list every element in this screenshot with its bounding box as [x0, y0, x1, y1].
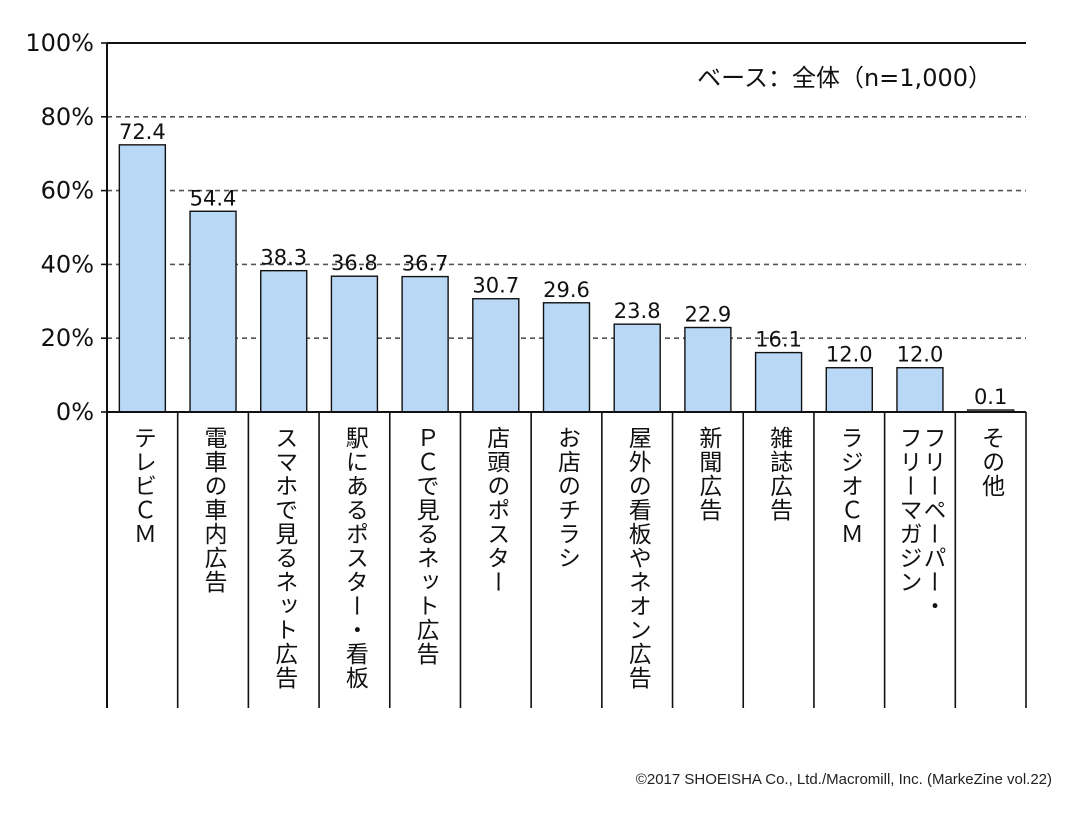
value-labels: 72.4 54.4 38.3 36.8 36.7 30.7 29.6 23.8 22.9 16.1… — [119, 120, 1007, 409]
bar-value-label: 16.1 — [755, 328, 802, 352]
bar-value-label: 23.8 — [614, 299, 661, 323]
category-label: フリーマガジン — [895, 426, 921, 594]
bar — [260, 269, 308, 413]
bar-value-label: 54.4 — [190, 186, 237, 210]
y-tick-label: 40% — [41, 250, 94, 278]
bar — [542, 302, 591, 413]
category-label: ラジオＣＭ — [836, 426, 862, 546]
y-tick-label: 60% — [41, 177, 94, 205]
bar-value-label: 12.0 — [826, 343, 873, 367]
bar — [754, 351, 803, 413]
category-label: フリーペーパー・ — [919, 426, 946, 618]
bar-value-label: 29.6 — [543, 278, 590, 302]
category-label: 屋外の看板やネオン広告 — [624, 426, 652, 690]
axes — [101, 42, 1027, 708]
category-label: 雑誌広告 — [766, 426, 794, 522]
bar-value-label: 38.3 — [260, 246, 307, 270]
y-tick-label: 0% — [56, 398, 94, 426]
base-annotation: ベース：全体（n=1,000） — [697, 64, 992, 92]
category-labels: テレビＣＭ 電車の車内広告 スマホで見るネット広告 駅にあるポスター・看板 ＰＣで見るネ… — [129, 426, 1005, 690]
bar — [118, 144, 167, 413]
y-tick-label: 20% — [41, 324, 94, 352]
bar-value-label: 72.4 — [119, 120, 166, 144]
bar-value-label: 22.9 — [685, 302, 732, 326]
category-label: ＰＣで見るネット広告 — [412, 426, 440, 666]
bar — [189, 210, 237, 413]
bar-value-label: 36.7 — [402, 252, 449, 276]
bar — [896, 367, 944, 413]
copyright-text: ©2017 SHOEISHA Co., Ltd./Macromill, Inc.… — [636, 771, 1052, 788]
y-tick-labels: 0% 20% 40% 60% 80% 100% — [25, 29, 94, 426]
category-label: 電車の車内広告 — [200, 426, 228, 594]
bar — [401, 275, 449, 413]
bar — [472, 298, 520, 413]
bar-value-label: 0.1 — [974, 385, 1007, 409]
category-label: 新聞広告 — [695, 426, 723, 522]
bar-value-label: 36.8 — [331, 251, 378, 275]
category-label: テレビＣＭ — [129, 426, 155, 546]
category-label: お店のチラシ — [554, 426, 582, 570]
bar — [825, 367, 873, 413]
y-tick-label: 100% — [25, 29, 94, 57]
bar — [684, 326, 732, 413]
category-label: スマホで見るネット広告 — [271, 426, 299, 690]
category-label: 駅にあるポスター・看板 — [341, 426, 369, 690]
bar-value-label: 12.0 — [897, 343, 944, 367]
bar-value-label: 30.7 — [472, 274, 519, 298]
category-label: 店頭のポスター — [483, 426, 511, 594]
bar — [330, 275, 379, 413]
category-label: その他 — [978, 426, 1006, 498]
bar — [613, 323, 661, 413]
y-tick-label: 80% — [41, 103, 94, 131]
